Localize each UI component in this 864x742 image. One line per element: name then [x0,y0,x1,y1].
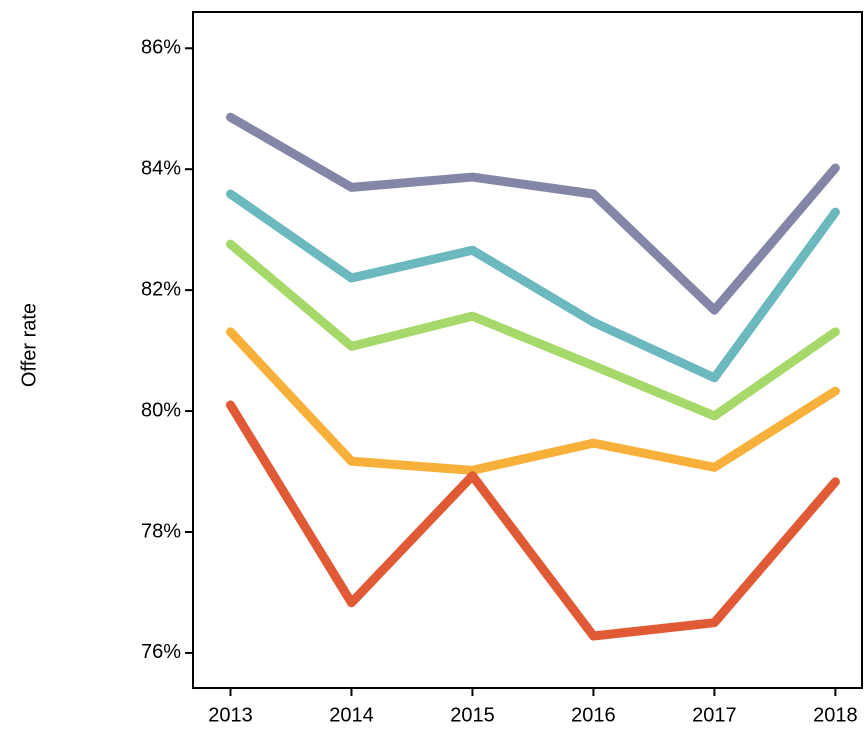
series-line [226,327,840,475]
y-axis-label: Offer rate [18,303,40,387]
x-tick-label: 2014 [329,704,374,726]
x-tick-label: 2013 [208,704,253,726]
x-tick-label: 2017 [692,704,737,726]
y-tick-label: 76% [141,641,181,663]
series-line [226,239,840,421]
y-tick-label: 78% [141,520,181,542]
y-tick-label: 86% [141,37,181,59]
series-line [226,400,840,641]
series-line [226,189,840,383]
y-tick-label: 82% [141,278,181,300]
x-tick-label: 2018 [813,704,858,726]
plot-frame [192,11,863,689]
y-tick-label: 80% [141,399,181,421]
y-tick-label: 84% [141,157,181,179]
x-tick-label: 2016 [571,704,616,726]
series-line [226,112,840,315]
x-tick-label: 2015 [450,704,495,726]
